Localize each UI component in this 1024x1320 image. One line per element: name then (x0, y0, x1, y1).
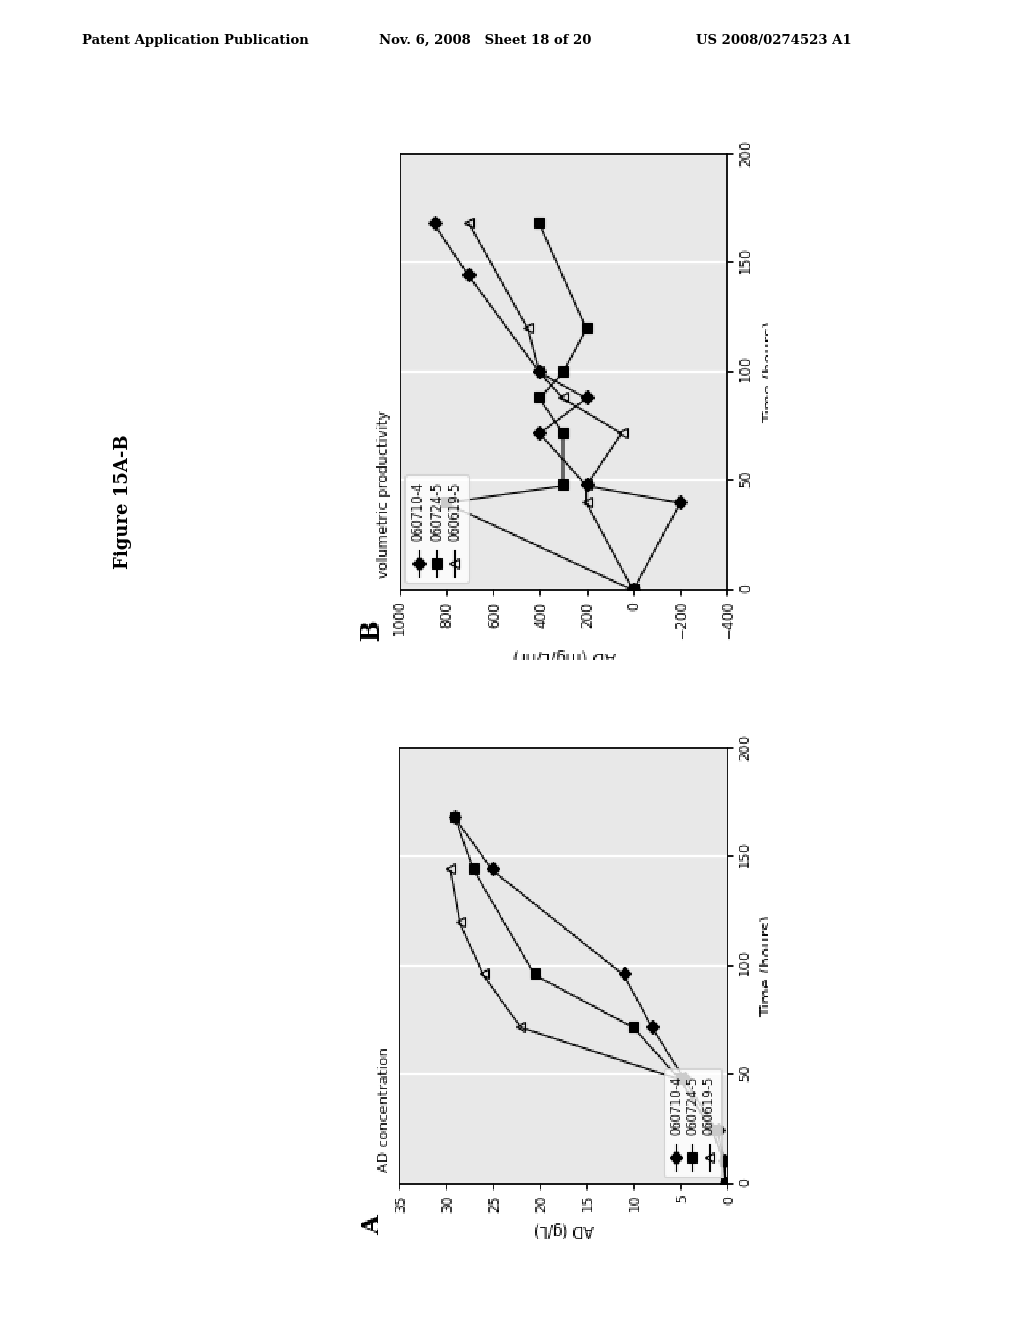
Text: Nov. 6, 2008   Sheet 18 of 20: Nov. 6, 2008 Sheet 18 of 20 (379, 33, 591, 46)
Text: Patent Application Publication: Patent Application Publication (82, 33, 308, 46)
Text: US 2008/0274523 A1: US 2008/0274523 A1 (696, 33, 852, 46)
Text: Figure 15A-B: Figure 15A-B (114, 434, 132, 569)
